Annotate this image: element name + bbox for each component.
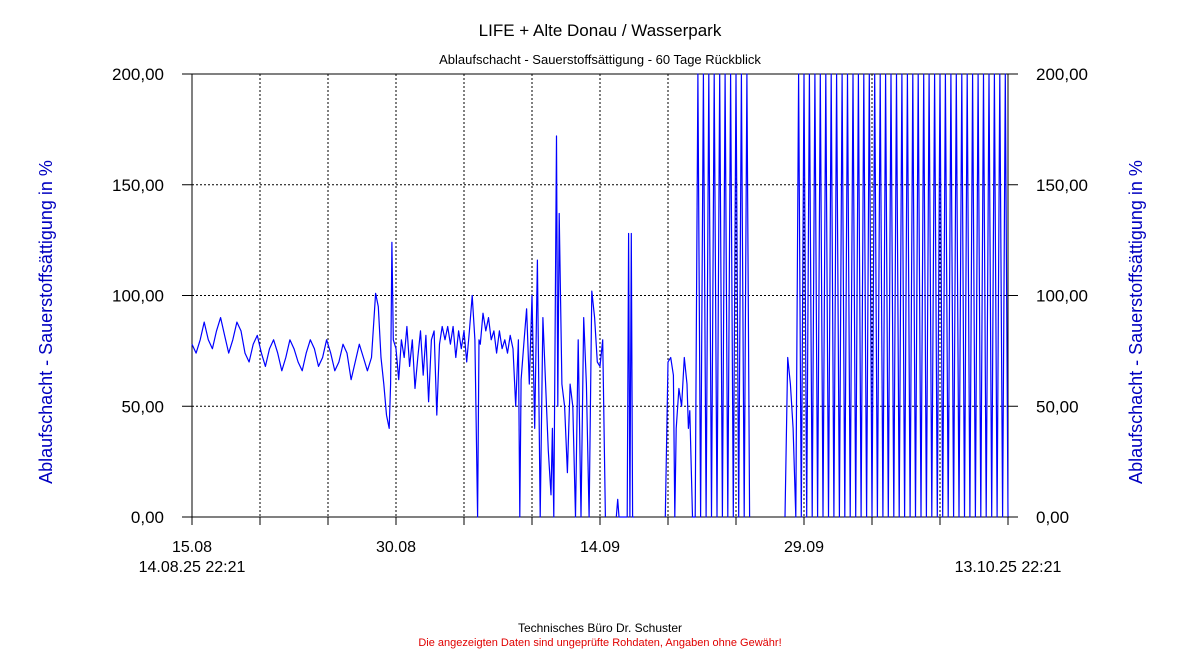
x-start-timestamp: 14.08.25 22:21 bbox=[139, 559, 246, 576]
y-tick-label-right: 150,00 bbox=[1036, 176, 1088, 195]
chart-subtitle: Ablaufschacht - Sauerstoffsättigung - 60… bbox=[439, 52, 761, 67]
y-axis-label-right: Ablaufschacht - Sauerstoffsättigung in % bbox=[1126, 160, 1146, 484]
y-tick-label-left: 100,00 bbox=[112, 287, 164, 306]
y-tick-label-left: 200,00 bbox=[112, 65, 164, 84]
y-tick-label-left: 50,00 bbox=[121, 397, 164, 416]
y-tick-label-left: 0,00 bbox=[131, 508, 164, 527]
y-tick-label-left: 150,00 bbox=[112, 176, 164, 195]
y-tick-label-right: 0,00 bbox=[1036, 508, 1069, 527]
series-line-4 bbox=[784, 73, 1009, 518]
series-line-3 bbox=[664, 73, 751, 518]
y-tick-label-right: 100,00 bbox=[1036, 287, 1088, 306]
chart-title: LIFE + Alte Donau / Wasserpark bbox=[479, 21, 722, 40]
y-tick-label-right: 50,00 bbox=[1036, 397, 1079, 416]
right-y-axis: 0,00 50,00 100,00 150,00 200,00 bbox=[1008, 65, 1088, 527]
x-tick-label: 14.09 bbox=[580, 539, 620, 556]
footer-credit: Technisches Büro Dr. Schuster bbox=[518, 621, 682, 635]
footer-disclaimer: Die angezeigten Daten sind ungeprüfte Ro… bbox=[418, 637, 781, 649]
x-tick-label: 29.09 bbox=[784, 539, 824, 556]
x-end-timestamp: 13.10.25 22:21 bbox=[955, 559, 1062, 576]
y-tick-label-right: 200,00 bbox=[1036, 65, 1088, 84]
x-axis: 15.08 30.08 14.09 29.09 bbox=[172, 517, 1009, 556]
series-group bbox=[191, 73, 1009, 518]
x-tick-label: 30.08 bbox=[376, 539, 416, 556]
series-line-1 bbox=[191, 135, 606, 518]
x-tick-label: 15.08 bbox=[172, 539, 212, 556]
y-axis-label-left: Ablaufschacht - Sauerstoffsättigung in % bbox=[36, 160, 56, 484]
series-line-2 bbox=[615, 232, 634, 518]
left-y-axis: 0,00 50,00 100,00 150,00 200,00 bbox=[112, 65, 192, 527]
